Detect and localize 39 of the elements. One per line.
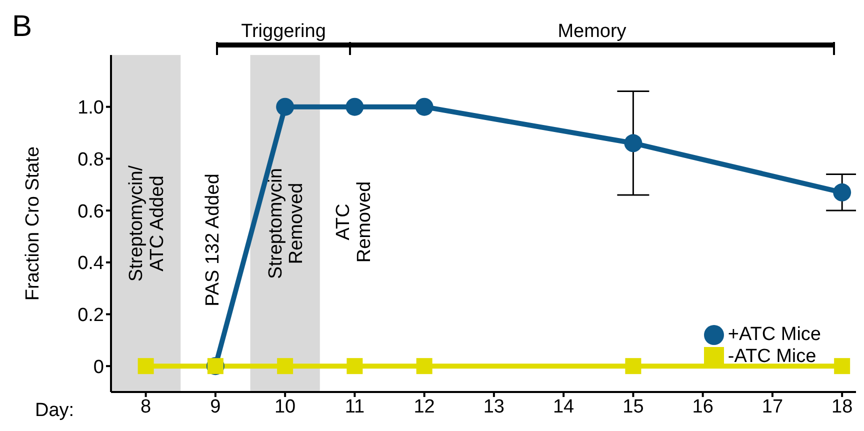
x-tick-label: 15	[622, 396, 644, 418]
x-tick-label: 18	[832, 396, 853, 418]
point	[624, 134, 642, 152]
point	[625, 358, 642, 374]
y-tick-label: 0.6	[78, 201, 104, 222]
x-tick-label: 13	[483, 396, 505, 418]
point	[346, 98, 364, 116]
y-axis-title: Fraction Cro State	[22, 146, 44, 301]
text: Triggering	[241, 21, 326, 42]
y-tick-label: 0	[93, 356, 104, 378]
x-tick-label: 14	[553, 396, 575, 418]
legend-label: -ATC Mice	[728, 346, 816, 367]
y-tick-label: 0.2	[78, 304, 104, 326]
x-tick-label: 16	[692, 396, 714, 418]
band-label: Streptomycin/ ATC Added	[126, 164, 168, 282]
annotation: ATC Removed	[333, 181, 376, 263]
point	[277, 358, 294, 374]
x-tick-label: 17	[762, 396, 784, 418]
point	[346, 358, 363, 374]
x-tick-label: 10	[274, 396, 296, 418]
band-label: Streptomycin Removed	[265, 168, 308, 279]
chart-title: B	[12, 10, 32, 44]
point	[416, 358, 432, 374]
legend-label: +ATC Mice	[728, 324, 821, 345]
y-tick-label: 0.4	[78, 253, 104, 274]
y-tick-label: 0.8	[78, 149, 104, 170]
point	[415, 98, 434, 116]
x-tick-label: 11	[344, 396, 365, 418]
y-tick-label: 1.0	[78, 98, 104, 119]
point	[276, 98, 294, 116]
annotation: PAS 132 Added	[202, 174, 224, 306]
x-tick-label: 9	[210, 396, 221, 418]
x-tick-label: 12	[414, 396, 435, 418]
point	[833, 183, 852, 202]
x-tick-label: 8	[140, 396, 152, 418]
point	[834, 358, 850, 374]
x-axis-title: Day:	[35, 400, 74, 421]
point	[138, 358, 154, 374]
text: Memory	[558, 21, 627, 42]
